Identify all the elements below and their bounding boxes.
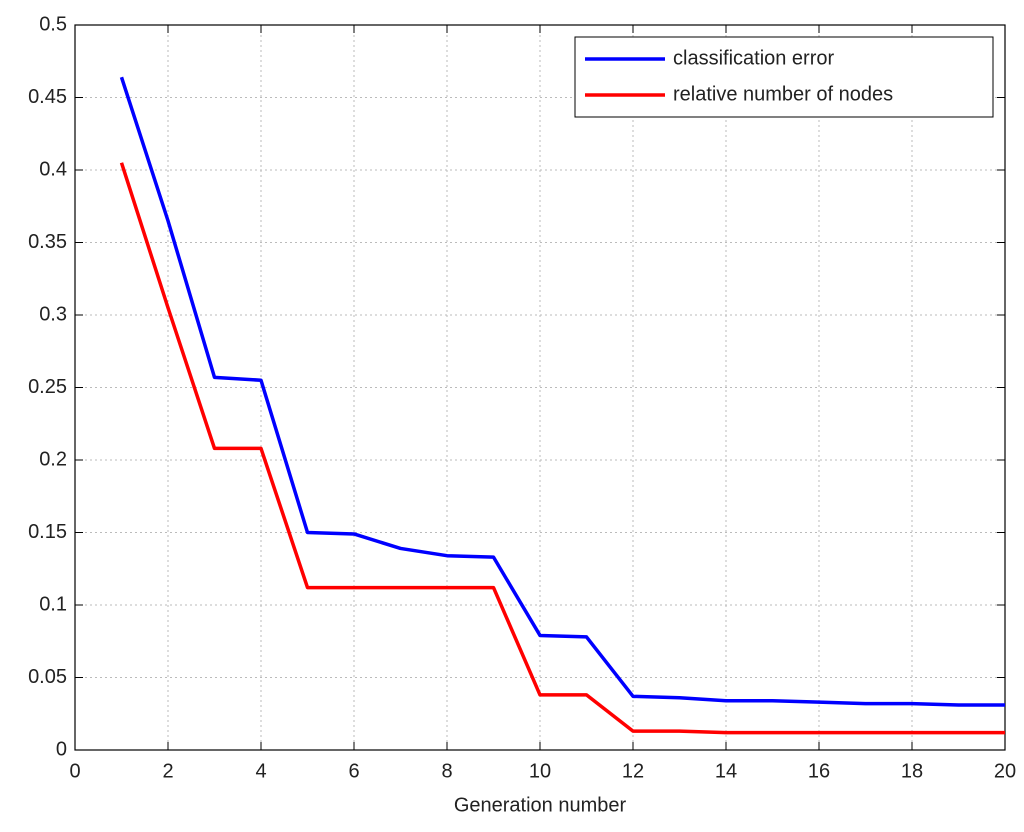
x-tick-label: 6 (348, 760, 359, 782)
x-tick-label: 12 (622, 760, 644, 782)
legend-box (574, 36, 994, 118)
x-tick-label: 8 (441, 760, 452, 782)
x-tick-label: 20 (994, 760, 1016, 782)
data-line (119, 76, 1005, 707)
y-tick-label: 0.5 (39, 13, 67, 35)
y-tick-label: 0.05 (28, 666, 67, 688)
y-tick-label: 0.3 (39, 303, 67, 325)
x-tick-label: 10 (529, 760, 551, 782)
y-tick-label: 0.35 (28, 231, 67, 253)
x-tick-label: 2 (162, 760, 173, 782)
legend-label: relative number of nodes (673, 83, 893, 105)
x-axis-label: Generation number (454, 794, 627, 816)
x-tick-label: 18 (901, 760, 923, 782)
y-tick-label: 0.25 (28, 376, 67, 398)
y-tick-label: 0.45 (28, 86, 67, 108)
legend-label: classification error (673, 47, 835, 69)
y-tick-label: 0.1 (39, 593, 67, 615)
y-tick-label: 0.15 (28, 521, 67, 543)
x-tick-label: 16 (808, 760, 830, 782)
data-line (119, 162, 1005, 735)
y-tick-label: 0.2 (39, 448, 67, 470)
x-tick-label: 14 (715, 760, 737, 782)
plot-frame (74, 24, 1006, 751)
y-tick-label: 0 (56, 738, 67, 760)
x-tick-label: 0 (69, 760, 80, 782)
x-tick-label: 4 (255, 760, 266, 782)
y-tick-label: 0.4 (39, 158, 67, 180)
